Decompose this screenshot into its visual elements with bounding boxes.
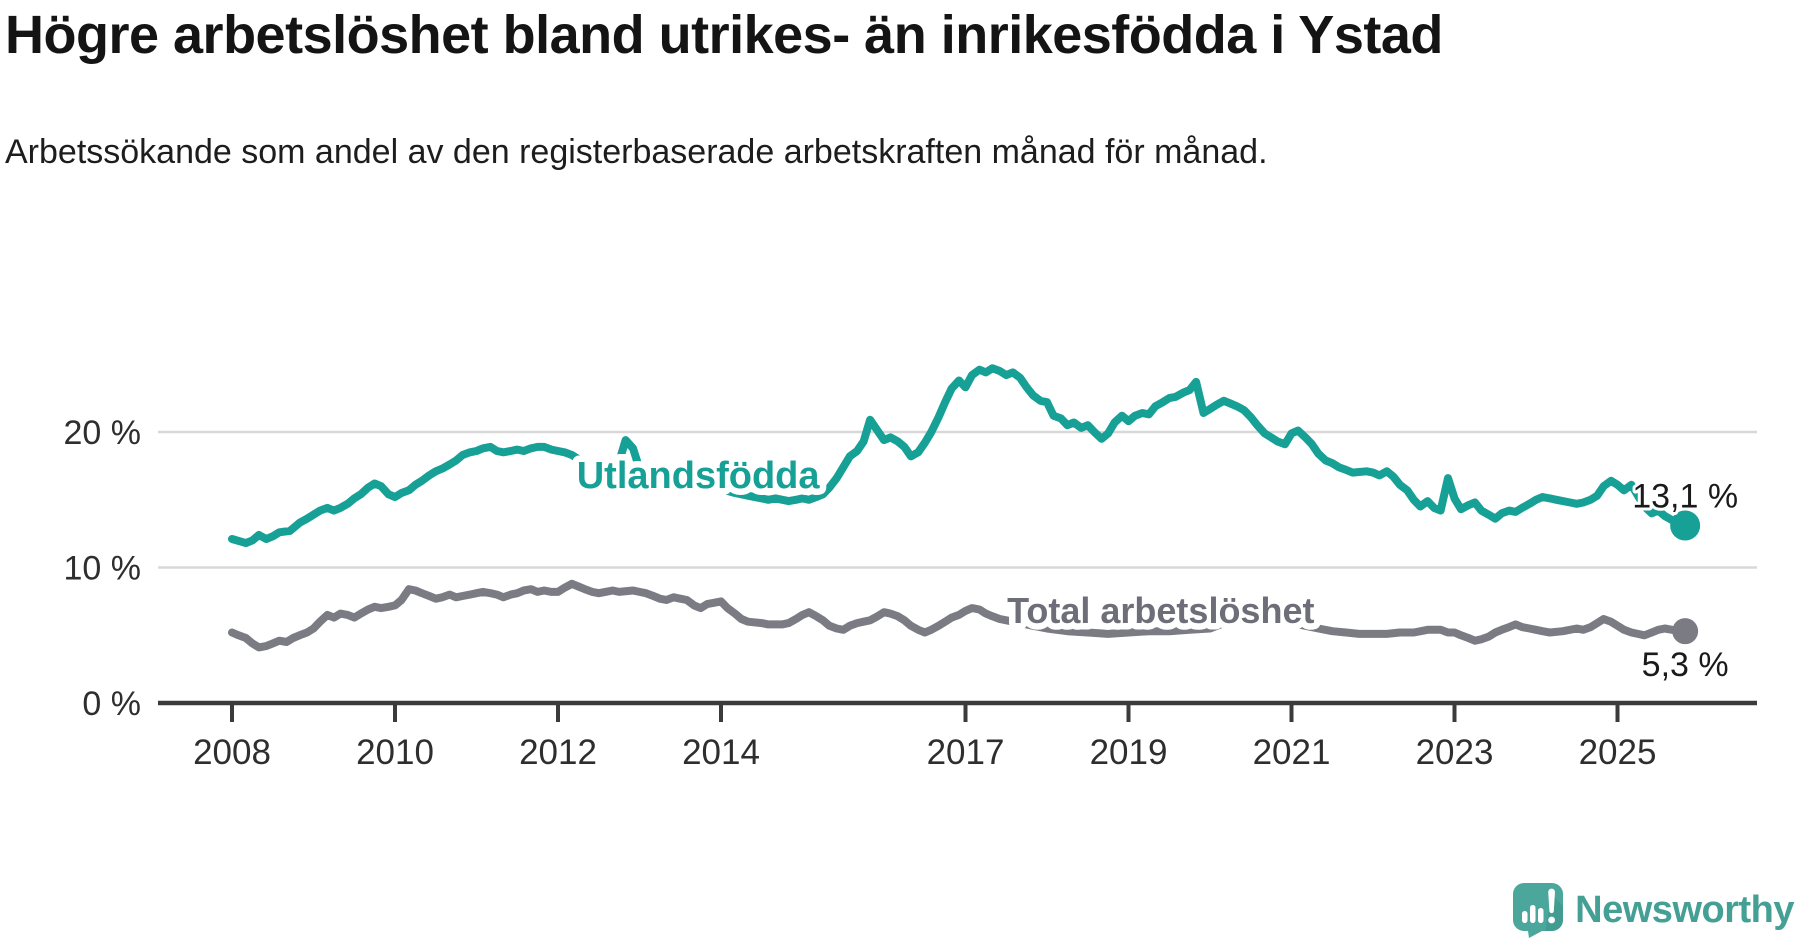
y-axis-tick-label: 10 % — [64, 550, 142, 588]
series-line-utlandsfodda — [228, 364, 1690, 548]
series-label-utlandsfodda: Utlandsfödda — [577, 455, 821, 497]
x-axis-tick-label: 2023 — [1416, 733, 1494, 772]
logo-bar-3 — [1538, 908, 1544, 923]
x-axis-tick-label: 2010 — [356, 733, 434, 772]
series-end-dot-total — [1672, 618, 1699, 645]
logo-exclamation-dot — [1548, 916, 1556, 924]
series-end-value-label: 13,1 % — [1632, 477, 1738, 515]
series-end-dot-utlandsfodda — [1670, 510, 1701, 541]
x-axis-tick-label: 2025 — [1579, 733, 1657, 772]
x-axis-tick-label: 2017 — [927, 733, 1005, 772]
y-axis-tick-label: 0 % — [82, 685, 141, 723]
x-axis-tick-label: 2012 — [519, 733, 597, 772]
series-label-total: Total arbetslöshet — [1007, 590, 1314, 631]
logo-exclamation-bar — [1548, 888, 1556, 914]
series-line-total — [228, 579, 1690, 652]
newsworthy-branding: Newsworthy — [1512, 882, 1794, 938]
x-axis-tick-label: 2021 — [1253, 733, 1331, 772]
x-axis-tick-label: 2008 — [193, 733, 271, 772]
logo-bar-1 — [1522, 911, 1528, 923]
x-axis-tick-label: 2014 — [682, 733, 760, 772]
y-axis-tick-label: 20 % — [64, 414, 142, 452]
logo-bar-2 — [1530, 905, 1536, 923]
chart-subtitle: Arbetssökande som andel av den registerb… — [5, 133, 1268, 171]
series-end-value-label: 5,3 % — [1642, 646, 1729, 684]
newsworthy-logo-text: Newsworthy — [1575, 888, 1794, 931]
newsworthy-logo-icon — [1513, 883, 1564, 938]
x-axis-tick-label: 2019 — [1090, 733, 1168, 772]
page-title: Högre arbetslöshet bland utrikes- än inr… — [5, 5, 1443, 65]
